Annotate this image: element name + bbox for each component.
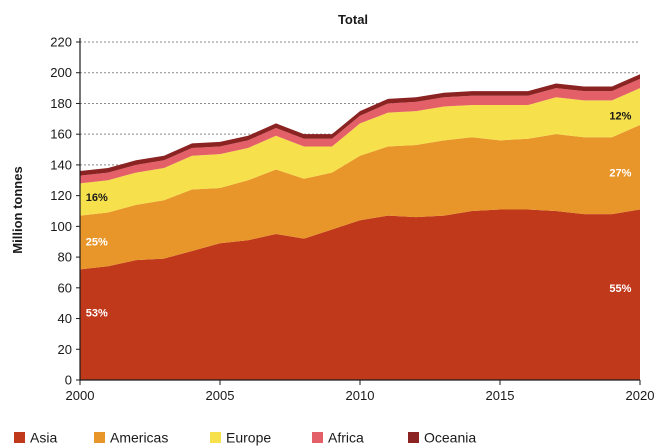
x-tick-label: 2020 (626, 388, 655, 403)
area-series (80, 74, 640, 380)
y-tick-label: 160 (50, 127, 72, 142)
percentage-label: 53% (86, 307, 108, 319)
legend-label: Asia (30, 430, 57, 446)
legend-swatch (408, 432, 419, 443)
y-tick-label: 120 (50, 188, 72, 203)
y-tick-label: 220 (50, 35, 72, 50)
percentage-label: 55% (609, 283, 631, 295)
legend-swatch (210, 432, 221, 443)
y-tick-label: 80 (58, 250, 72, 265)
legend-label: Europe (226, 430, 271, 446)
x-tick-label: 2015 (486, 388, 515, 403)
y-tick-label: 0 (65, 373, 72, 388)
y-tick-label: 200 (50, 65, 72, 80)
legend-label: Africa (328, 430, 364, 446)
x-tick-label: 2000 (66, 388, 95, 403)
legend-swatch (312, 432, 323, 443)
x-tick-label: 2010 (346, 388, 375, 403)
percentage-label: 16% (86, 192, 108, 204)
y-tick-label: 40 (58, 311, 72, 326)
legend-label: Americas (110, 430, 168, 446)
x-axis-ticks: 2000 2005 2010 2015 2020 (66, 380, 655, 403)
percentage-label: 25% (86, 237, 108, 249)
chart-title: Total (338, 12, 368, 27)
y-tick-label: 100 (50, 219, 72, 234)
y-tick-label: 60 (58, 280, 72, 295)
y-tick-label: 140 (50, 157, 72, 172)
percentage-label: 27% (609, 168, 631, 180)
y-tick-label: 20 (58, 342, 72, 357)
legend-swatch (94, 432, 105, 443)
legend-label: Oceania (424, 430, 476, 446)
y-axis-ticks: 0 20 40 60 80 100 120 140 160 180 200 220 (50, 35, 80, 388)
x-tick-label: 2005 (206, 388, 235, 403)
y-tick-label: 180 (50, 96, 72, 111)
legend: Asia Americas Europe Africa Oceania (14, 430, 476, 446)
legend-swatch (14, 432, 25, 443)
percentage-label: 12% (609, 111, 631, 123)
y-axis-label: Million tonnes (10, 166, 25, 253)
